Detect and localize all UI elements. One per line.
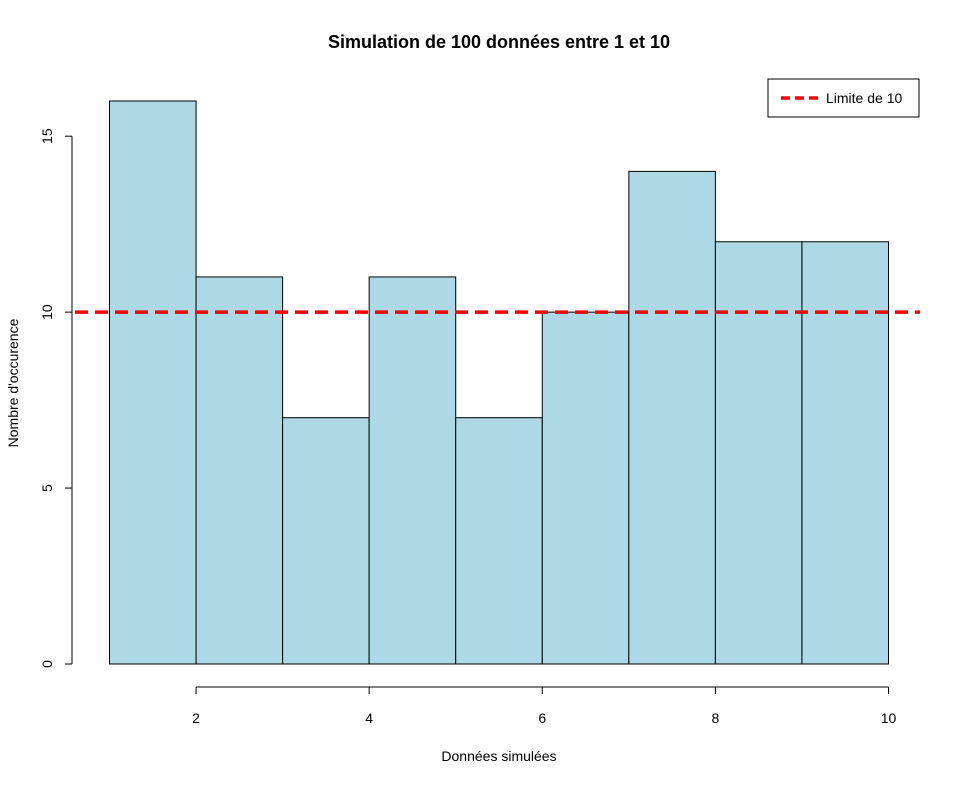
x-tick-label: 2 — [192, 710, 200, 726]
histogram-bar — [282, 417, 370, 665]
histogram-bar — [541, 311, 630, 665]
y-tick-label: 15 — [39, 128, 55, 144]
y-axis: 0 5 10 15 — [39, 128, 73, 668]
x-tick-label: 10 — [881, 710, 897, 726]
histogram-bar — [714, 241, 803, 665]
histogram-bar — [195, 276, 284, 665]
chart-title: Simulation de 100 données entre 1 et 10 — [328, 32, 670, 52]
y-axis-label: Nombre d'occurence — [5, 318, 21, 447]
x-axis-label: Données simulées — [441, 748, 556, 764]
histogram-bar — [628, 170, 716, 665]
x-axis: 2 4 6 8 10 — [192, 686, 897, 726]
histogram-bar — [801, 241, 890, 665]
x-tick-label: 4 — [365, 710, 373, 726]
histogram-bar — [455, 417, 543, 665]
bars-group — [109, 100, 890, 665]
y-tick-label: 10 — [39, 304, 55, 320]
x-tick-label: 8 — [711, 710, 719, 726]
histogram-bar — [109, 100, 197, 665]
histogram-bar — [368, 276, 457, 665]
legend: Limite de 10 — [767, 78, 920, 118]
y-tick-label: 0 — [39, 660, 55, 668]
y-tick-label: 5 — [39, 484, 55, 492]
legend-box — [767, 78, 920, 118]
x-tick-label: 6 — [538, 710, 546, 726]
legend-label: Limite de 10 — [826, 90, 902, 106]
